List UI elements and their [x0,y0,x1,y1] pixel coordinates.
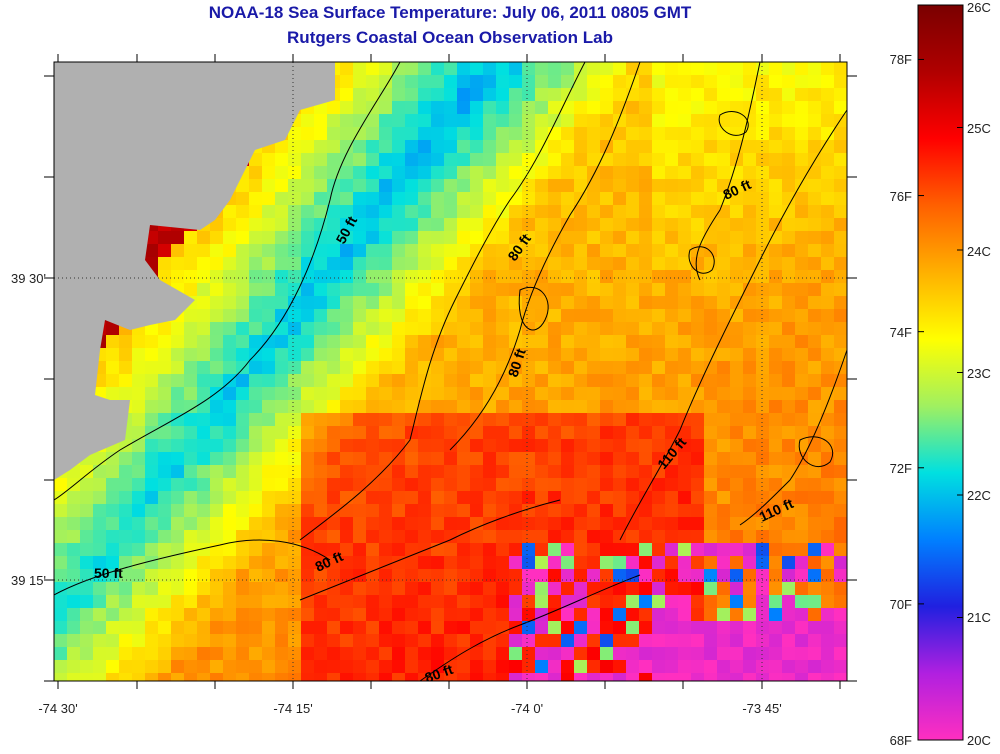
x-tick-label: -73 45' [742,701,781,716]
map-title: NOAA-18 Sea Surface Temperature: July 06… [208,3,692,22]
contour-80ft-a [299,62,586,541]
contour-label: 50 ft [94,565,123,581]
contour-80ft-e [695,62,761,281]
contour-loop-1 [518,286,549,331]
contour-loop-4 [718,110,749,136]
map-subtitle: Rutgers Coastal Ocean Observation Lab [287,28,613,47]
plot-frame [53,61,848,682]
depth-contours [54,62,847,681]
y-tick-label: 39 30' [11,271,46,286]
contour-50ft-north [54,62,401,501]
contour-loop-3 [798,436,834,468]
axis-labels: -74 30' -74 15' -74 0' -73 45' 39 30' 39… [11,271,782,716]
x-tick-label: -74 30' [38,701,77,716]
contour-80ft-b [449,62,641,451]
x-tick-label: -74 15' [273,701,312,716]
contour-80ft-c [299,499,561,601]
y-tick-label: 39 15' [11,573,46,588]
contour-50ft-south [54,539,331,596]
contour-loop-2 [688,246,715,274]
graticule [54,62,847,681]
land-mass [54,62,335,480]
x-tick-label: -74 0' [511,701,543,716]
contour-110ft-b [739,349,847,526]
contour-80ft-d [419,574,641,681]
contour-110ft-a [619,109,847,541]
tick-marks [44,54,857,689]
